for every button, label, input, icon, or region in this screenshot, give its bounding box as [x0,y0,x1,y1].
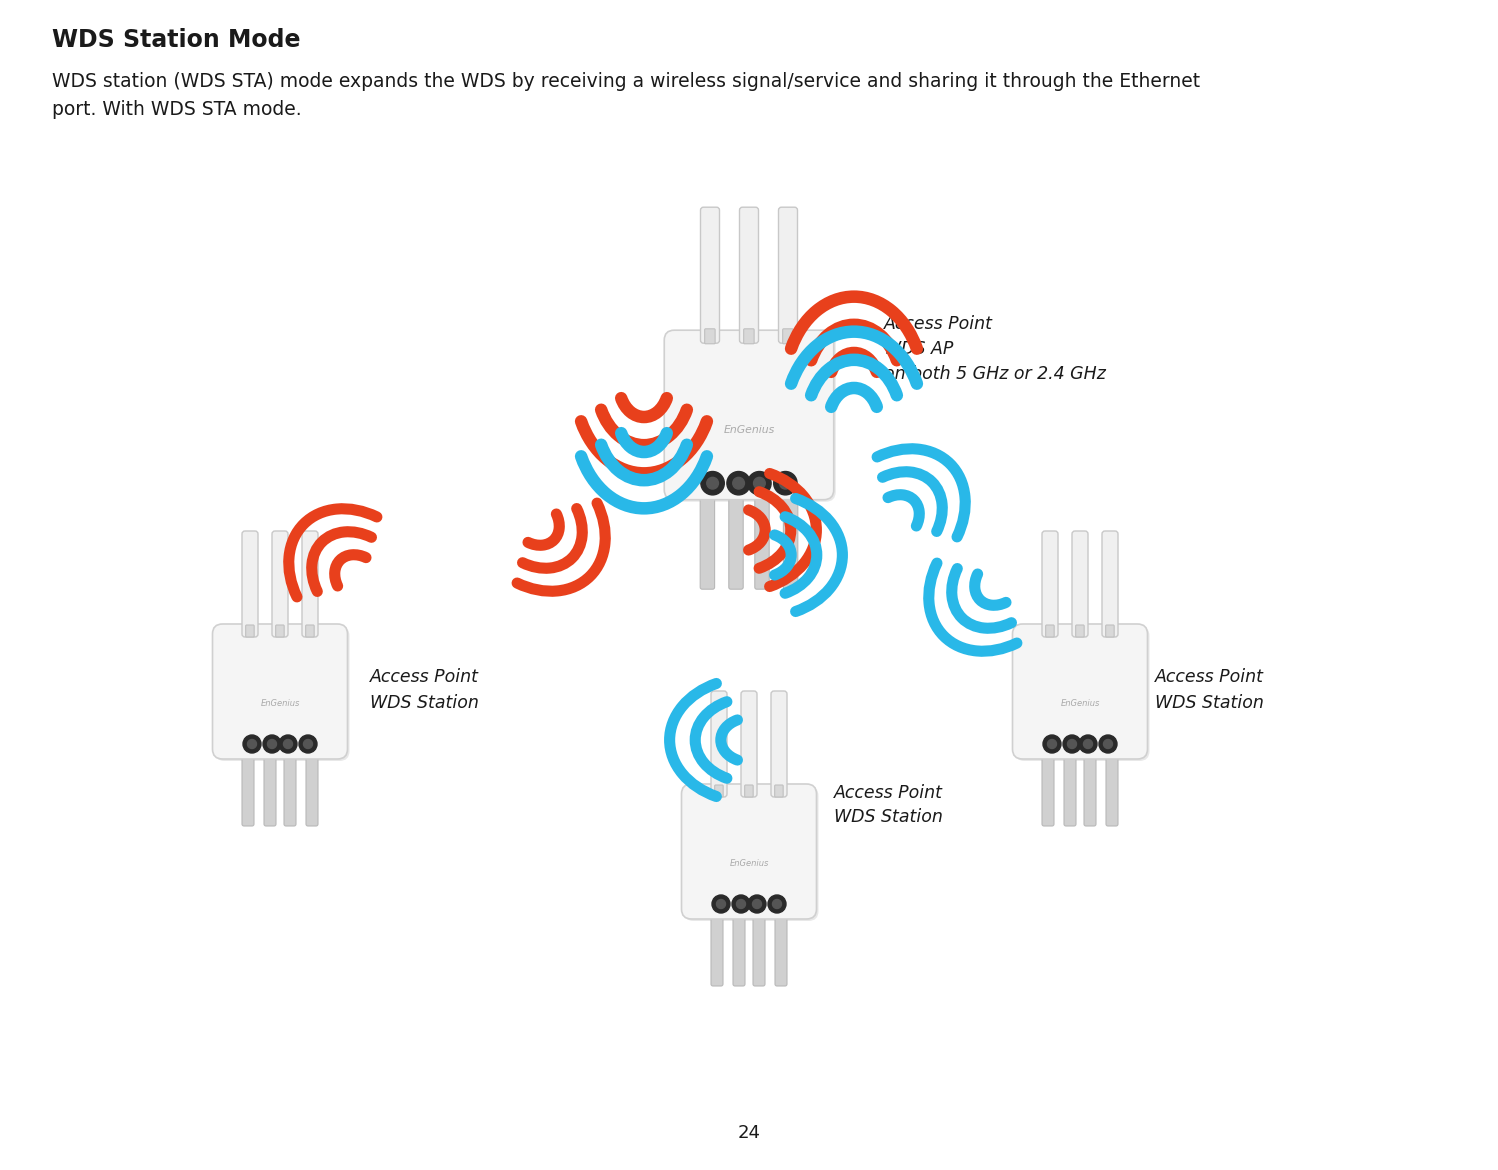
FancyBboxPatch shape [213,624,348,759]
FancyBboxPatch shape [774,907,786,986]
FancyBboxPatch shape [774,785,783,797]
Circle shape [1068,739,1077,749]
Text: Access Point
WDS Station: Access Point WDS Station [1155,668,1264,711]
Circle shape [748,472,771,495]
Circle shape [1104,739,1113,749]
FancyBboxPatch shape [771,691,786,797]
Circle shape [752,900,761,908]
Circle shape [707,477,719,489]
FancyBboxPatch shape [683,786,818,921]
FancyBboxPatch shape [1043,746,1055,826]
Circle shape [737,900,746,908]
Circle shape [300,735,318,753]
Circle shape [1043,735,1061,753]
Text: WDS Station Mode: WDS Station Mode [52,28,301,51]
FancyBboxPatch shape [1043,531,1058,636]
Circle shape [247,739,256,749]
Circle shape [733,477,745,489]
Circle shape [1100,735,1118,753]
FancyBboxPatch shape [779,207,797,343]
Circle shape [712,895,730,913]
FancyBboxPatch shape [246,625,255,636]
FancyBboxPatch shape [243,746,255,826]
FancyBboxPatch shape [1085,746,1097,826]
FancyBboxPatch shape [755,488,768,590]
FancyBboxPatch shape [285,746,297,826]
FancyBboxPatch shape [303,531,318,636]
FancyBboxPatch shape [276,625,285,636]
Text: 24: 24 [737,1124,761,1142]
FancyBboxPatch shape [273,531,288,636]
FancyBboxPatch shape [783,488,798,590]
Text: EnGenius: EnGenius [730,859,768,867]
FancyBboxPatch shape [701,207,719,343]
FancyBboxPatch shape [700,488,715,590]
Circle shape [279,735,297,753]
FancyBboxPatch shape [214,626,349,760]
FancyBboxPatch shape [1046,625,1055,636]
FancyBboxPatch shape [1014,626,1149,760]
Circle shape [701,472,725,495]
Text: WDS station (WDS STA) mode expands the WDS by receiving a wireless signal/servic: WDS station (WDS STA) mode expands the W… [52,73,1200,119]
FancyBboxPatch shape [704,329,715,344]
FancyBboxPatch shape [715,785,724,797]
Circle shape [779,477,791,489]
Text: EnGenius: EnGenius [261,698,300,708]
FancyBboxPatch shape [1106,746,1118,826]
FancyBboxPatch shape [664,330,834,500]
FancyBboxPatch shape [782,329,792,344]
Circle shape [283,739,292,749]
FancyBboxPatch shape [742,691,756,797]
Circle shape [1079,735,1097,753]
Circle shape [727,472,750,495]
FancyBboxPatch shape [1064,746,1076,826]
FancyBboxPatch shape [753,907,765,986]
FancyBboxPatch shape [1073,531,1088,636]
FancyBboxPatch shape [667,332,836,502]
Text: Access Point
WDS AP
on both 5 GHz or 2.4 GHz: Access Point WDS AP on both 5 GHz or 2.4… [884,315,1106,383]
FancyBboxPatch shape [740,207,758,343]
FancyBboxPatch shape [1013,624,1147,759]
FancyBboxPatch shape [1076,625,1085,636]
Circle shape [773,472,797,495]
Text: EnGenius: EnGenius [1061,698,1100,708]
FancyBboxPatch shape [243,531,258,636]
FancyBboxPatch shape [712,691,727,797]
Circle shape [753,477,765,489]
Circle shape [304,739,313,749]
FancyBboxPatch shape [733,907,745,986]
Text: Access Point
WDS Station: Access Point WDS Station [370,668,479,711]
FancyBboxPatch shape [264,746,276,826]
FancyBboxPatch shape [730,488,743,590]
Circle shape [748,895,765,913]
Circle shape [243,735,261,753]
FancyBboxPatch shape [1106,625,1115,636]
Circle shape [773,900,782,908]
FancyBboxPatch shape [712,907,724,986]
Circle shape [716,900,725,908]
FancyBboxPatch shape [682,784,816,918]
FancyBboxPatch shape [306,746,318,826]
Text: EnGenius: EnGenius [724,425,774,435]
FancyBboxPatch shape [743,329,753,344]
FancyBboxPatch shape [745,785,753,797]
Circle shape [768,895,786,913]
Circle shape [268,739,277,749]
FancyBboxPatch shape [306,625,315,636]
FancyBboxPatch shape [1103,531,1118,636]
Circle shape [264,735,282,753]
Circle shape [1047,739,1056,749]
Circle shape [733,895,750,913]
Circle shape [1064,735,1082,753]
Circle shape [1083,739,1092,749]
Text: Access Point
WDS Station: Access Point WDS Station [834,784,944,826]
